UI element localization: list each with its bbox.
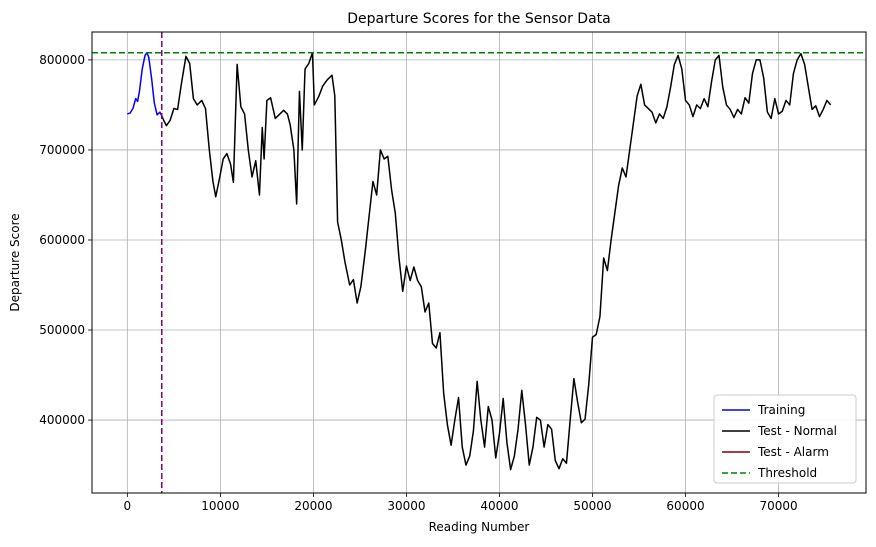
x-tick-label: 30000 bbox=[387, 499, 425, 513]
x-axis-title: Reading Number bbox=[429, 520, 530, 534]
axis-ticks: 0 10000 20000 30000 40000 50000 60000 70000 4000… bbox=[39, 53, 797, 513]
legend: Training Test - Normal Test - Alarm Thresho… bbox=[713, 394, 857, 484]
y-tick-label: 800000 bbox=[39, 53, 85, 67]
y-axis-title: Departure Score bbox=[8, 213, 22, 311]
legend-label-training: Training bbox=[757, 403, 805, 417]
y-tick-label: 400000 bbox=[39, 413, 85, 427]
training-series-line bbox=[127, 51, 163, 117]
y-tick-label: 500000 bbox=[39, 323, 85, 337]
x-tick-label: 40000 bbox=[480, 499, 518, 513]
y-tick-label: 600000 bbox=[39, 233, 85, 247]
chart-title: Departure Scores for the Sensor Data bbox=[347, 11, 610, 27]
x-tick-label: 70000 bbox=[759, 499, 797, 513]
x-tick-label: 10000 bbox=[201, 499, 239, 513]
legend-label-test-normal: Test - Normal bbox=[757, 424, 837, 438]
legend-label-test-alarm: Test - Alarm bbox=[757, 445, 829, 459]
legend-label-threshold: Threshold bbox=[757, 466, 817, 480]
x-tick-label: 60000 bbox=[666, 499, 704, 513]
test-normal-series-line bbox=[161, 51, 832, 471]
x-tick-label: 50000 bbox=[573, 499, 611, 513]
x-tick-label: 0 bbox=[124, 499, 132, 513]
x-tick-label: 20000 bbox=[294, 499, 332, 513]
series-layer bbox=[127, 51, 832, 471]
grid bbox=[92, 32, 866, 493]
legend-box bbox=[713, 394, 857, 484]
reference-lines bbox=[92, 32, 866, 493]
y-tick-label: 700000 bbox=[39, 143, 85, 157]
plot-frame bbox=[91, 31, 867, 494]
